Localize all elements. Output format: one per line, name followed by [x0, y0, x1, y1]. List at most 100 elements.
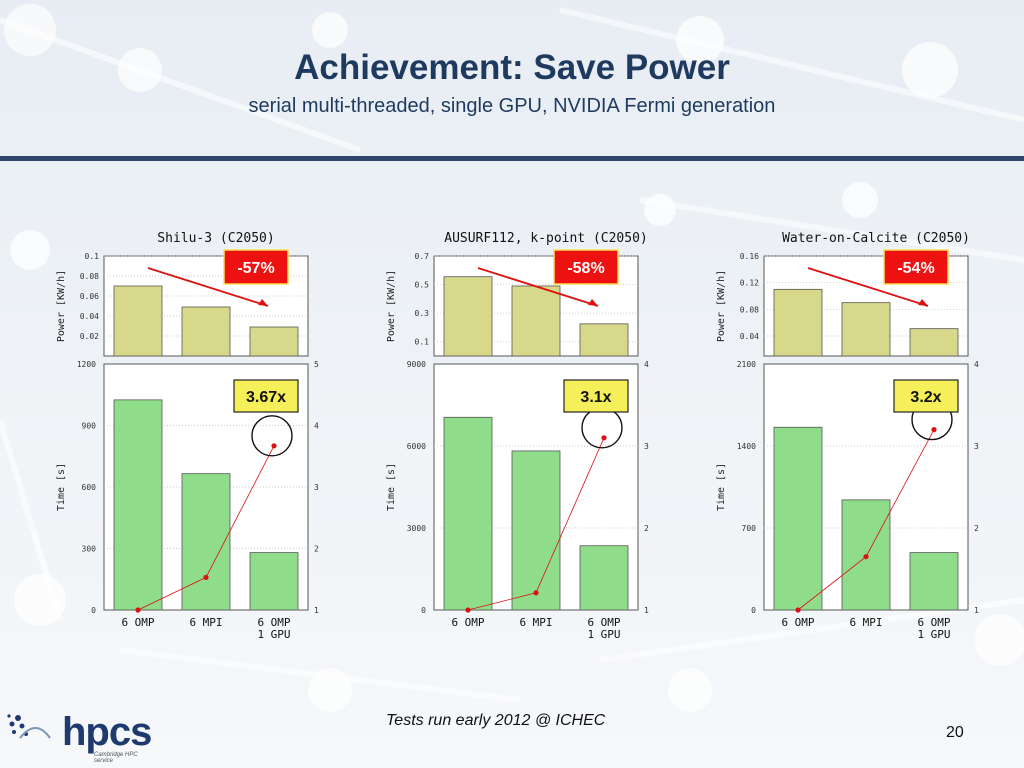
category-label: 6 OMP [917, 616, 950, 629]
power-tick-label: 0.3 [415, 309, 430, 318]
category-label: 6 MPI [189, 616, 222, 629]
speedup-point [135, 607, 141, 613]
time-tick-label: 1200 [77, 360, 96, 369]
chart-svg: Water-on-Calcite (C2050) 0.04 0.08 0.12 0.16… [716, 231, 979, 641]
slide-title: Achievement: Save Power [294, 48, 730, 87]
speedup-point [795, 607, 801, 613]
power-bar [579, 323, 629, 357]
power-tick-label: 0.12 [740, 279, 759, 288]
power-tick-label: 0.1 [85, 252, 100, 261]
category-label: 1 GPU [917, 628, 950, 641]
power-change-callout: -57% [223, 249, 289, 285]
power-tick-label: 0.04 [740, 332, 759, 341]
logo-wordmark: hpcs [62, 710, 152, 754]
time-tick-label: 6000 [407, 442, 426, 451]
power-bar [249, 326, 299, 357]
time-bar [579, 545, 629, 611]
speedup-label: 3.2x [910, 389, 941, 406]
power-bar [773, 288, 823, 357]
time-bar [511, 450, 561, 611]
speedup-tick-label: 4 [314, 422, 319, 431]
time-tick-label: 3000 [407, 524, 426, 533]
speedup-tick-label: 2 [974, 524, 979, 533]
time-axis-label: Time [s] [716, 463, 727, 511]
time-tick-label: 9000 [407, 360, 426, 369]
power-change-label: -57% [237, 260, 274, 277]
chart-title: AUSURF112, k-point (C2050) [444, 231, 648, 246]
time-bar [181, 473, 231, 611]
speedup-label: 3.1x [580, 389, 611, 406]
time-tick-label: 1400 [737, 442, 756, 451]
chart-title: Water-on-Calcite (C2050) [782, 231, 970, 246]
time-bar [443, 416, 493, 611]
footer-note: Tests run early 2012 @ ICHEC [386, 712, 606, 729]
power-bar [113, 285, 163, 357]
speedup-point [601, 435, 607, 441]
power-change-callout: -58% [553, 249, 619, 285]
speedup-point [203, 574, 209, 581]
time-bar [249, 552, 299, 611]
speedup-callout-box [893, 379, 959, 413]
time-tick-label: 2100 [737, 360, 756, 369]
power-tick-label: 0.08 [80, 272, 99, 281]
power-callout-box [223, 249, 289, 285]
chart-panel-shilu: Shilu-3 (C2050) 0.02 0.04 0.06 0.08 0.1 Power … [50, 220, 390, 650]
time-tick-label: 600 [82, 483, 97, 492]
power-trend-arrow [147, 267, 269, 307]
power-tick-label: 0.16 [740, 252, 759, 261]
time-tick-label: 0 [91, 606, 96, 615]
time-tick-label: 0 [421, 606, 426, 615]
speedup-tick-label: 1 [644, 606, 649, 615]
time-bar [113, 399, 163, 611]
power-tick-label: 0.1 [415, 338, 430, 347]
speedup-tick-label: 3 [314, 483, 319, 492]
power-axis-label: Power [KW/h] [716, 270, 727, 342]
power-bar [443, 276, 493, 357]
speedup-point [931, 427, 937, 433]
time-tick-label: 300 [82, 545, 97, 554]
time-bar [909, 552, 959, 611]
title-divider [0, 156, 1024, 161]
speedup-point [465, 607, 471, 613]
power-trend-arrow [807, 267, 929, 307]
speedup-label: 3.67x [246, 389, 286, 406]
chart-panel-calcite: Water-on-Calcite (C2050) 0.04 0.08 0.12 0.16… [710, 220, 1024, 650]
power-bar [511, 285, 561, 357]
power-callout-box [553, 249, 619, 285]
speedup-point [533, 590, 539, 596]
category-label: 6 OMP [587, 616, 620, 629]
power-callout-box [883, 249, 949, 285]
time-tick-label: 900 [82, 422, 97, 431]
power-tick-label: 0.06 [80, 292, 99, 301]
arrow-head-icon [258, 299, 268, 306]
speedup-callout: 3.1x [563, 379, 629, 413]
power-tick-label: 0.5 [415, 281, 430, 290]
highlight-circle [251, 415, 293, 457]
chart-panel-ausurf: AUSURF112, k-point (C2050) 0.1 0.3 0.5 0.7 Po… [380, 220, 720, 650]
speedup-tick-label: 2 [644, 524, 649, 533]
arrow-head-icon [918, 299, 928, 306]
page-number: 20 [946, 724, 964, 741]
power-change-label: -54% [897, 260, 934, 277]
speedup-tick-label: 1 [314, 606, 319, 615]
power-change-label: -58% [567, 260, 604, 277]
power-tick-label: 0.02 [80, 332, 99, 341]
speedup-tick-label: 3 [974, 442, 979, 451]
category-label: 6 OMP [121, 616, 154, 629]
category-label: 6 OMP [451, 616, 484, 629]
category-label: 6 OMP [781, 616, 814, 629]
speedup-callout-box [563, 379, 629, 413]
time-tick-label: 700 [742, 524, 757, 533]
power-axis-label: Power [KW/h] [56, 270, 67, 342]
time-axis-label: Time [s] [56, 463, 67, 511]
logo-tagline: Cambridge HPC service [94, 752, 138, 764]
chart-title: Shilu-3 (C2050) [157, 231, 274, 246]
speedup-point [271, 443, 277, 449]
chart-svg: AUSURF112, k-point (C2050) 0.1 0.3 0.5 0.7 Po… [386, 231, 649, 641]
speedup-callout-box [233, 379, 299, 413]
speedup-callout: 3.2x [893, 379, 959, 413]
slide-subtitle: serial multi-threaded, single GPU, NVIDI… [248, 95, 776, 117]
power-tick-label: 0.08 [740, 305, 759, 314]
category-label: 1 GPU [257, 628, 290, 641]
